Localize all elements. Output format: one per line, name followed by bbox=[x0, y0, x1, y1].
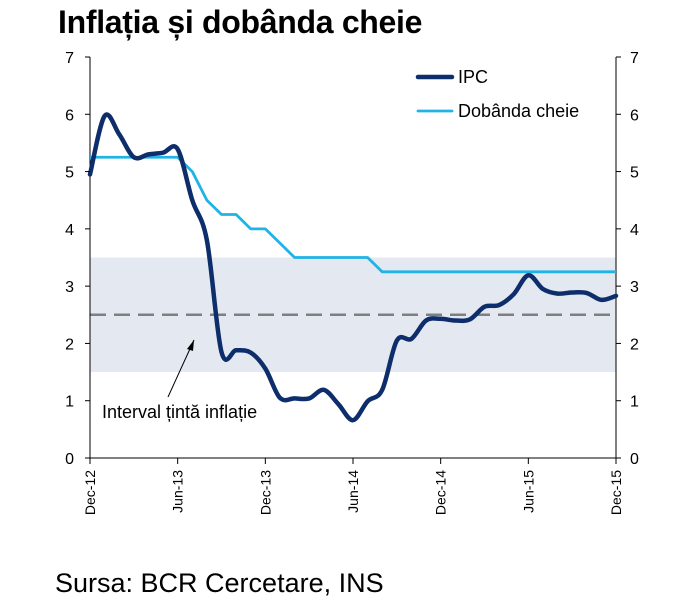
x-tick-label: Dec-15 bbox=[608, 470, 624, 515]
x-tick-label: Jun-15 bbox=[520, 470, 536, 513]
y-tick-label-right: 0 bbox=[630, 451, 639, 468]
chart-source: Sursa: BCR Cercetare, INS bbox=[55, 568, 384, 598]
y-tick-label-left: 3 bbox=[65, 279, 74, 296]
y-tick-label-left: 0 bbox=[65, 451, 74, 468]
annotation-label: Interval țintă inflație bbox=[102, 402, 257, 422]
annotation-arrow-head bbox=[187, 340, 194, 351]
y-tick-label-left: 2 bbox=[65, 336, 74, 353]
y-tick-label-left: 5 bbox=[65, 165, 74, 182]
y-tick-label-right: 5 bbox=[630, 165, 639, 182]
legend-label: IPC bbox=[458, 67, 488, 87]
y-tick-label-right: 1 bbox=[630, 394, 639, 411]
y-tick-label-left: 6 bbox=[65, 107, 74, 124]
x-tick-label: Dec-13 bbox=[257, 470, 273, 515]
x-tick-label: Jun-14 bbox=[345, 470, 361, 513]
y-tick-label-right: 2 bbox=[630, 336, 639, 353]
x-tick-label: Dec-14 bbox=[433, 470, 449, 515]
series-line-dobanda-cheie bbox=[90, 155, 616, 274]
chart-title: Inflația și dobânda cheie bbox=[58, 4, 423, 40]
y-tick-label-left: 1 bbox=[65, 394, 74, 411]
series-line-ipc bbox=[87, 112, 619, 423]
x-tick-label: Jun-13 bbox=[170, 470, 186, 513]
y-tick-label-right: 4 bbox=[630, 222, 639, 239]
y-tick-label-right: 3 bbox=[630, 279, 639, 296]
y-tick-label-left: 7 bbox=[65, 50, 74, 67]
y-tick-label-right: 6 bbox=[630, 107, 639, 124]
y-tick-label-left: 4 bbox=[65, 222, 74, 239]
x-tick-label: Dec-12 bbox=[82, 470, 98, 515]
legend-label: Dobânda cheie bbox=[458, 101, 579, 121]
y-tick-label-right: 7 bbox=[630, 50, 639, 67]
